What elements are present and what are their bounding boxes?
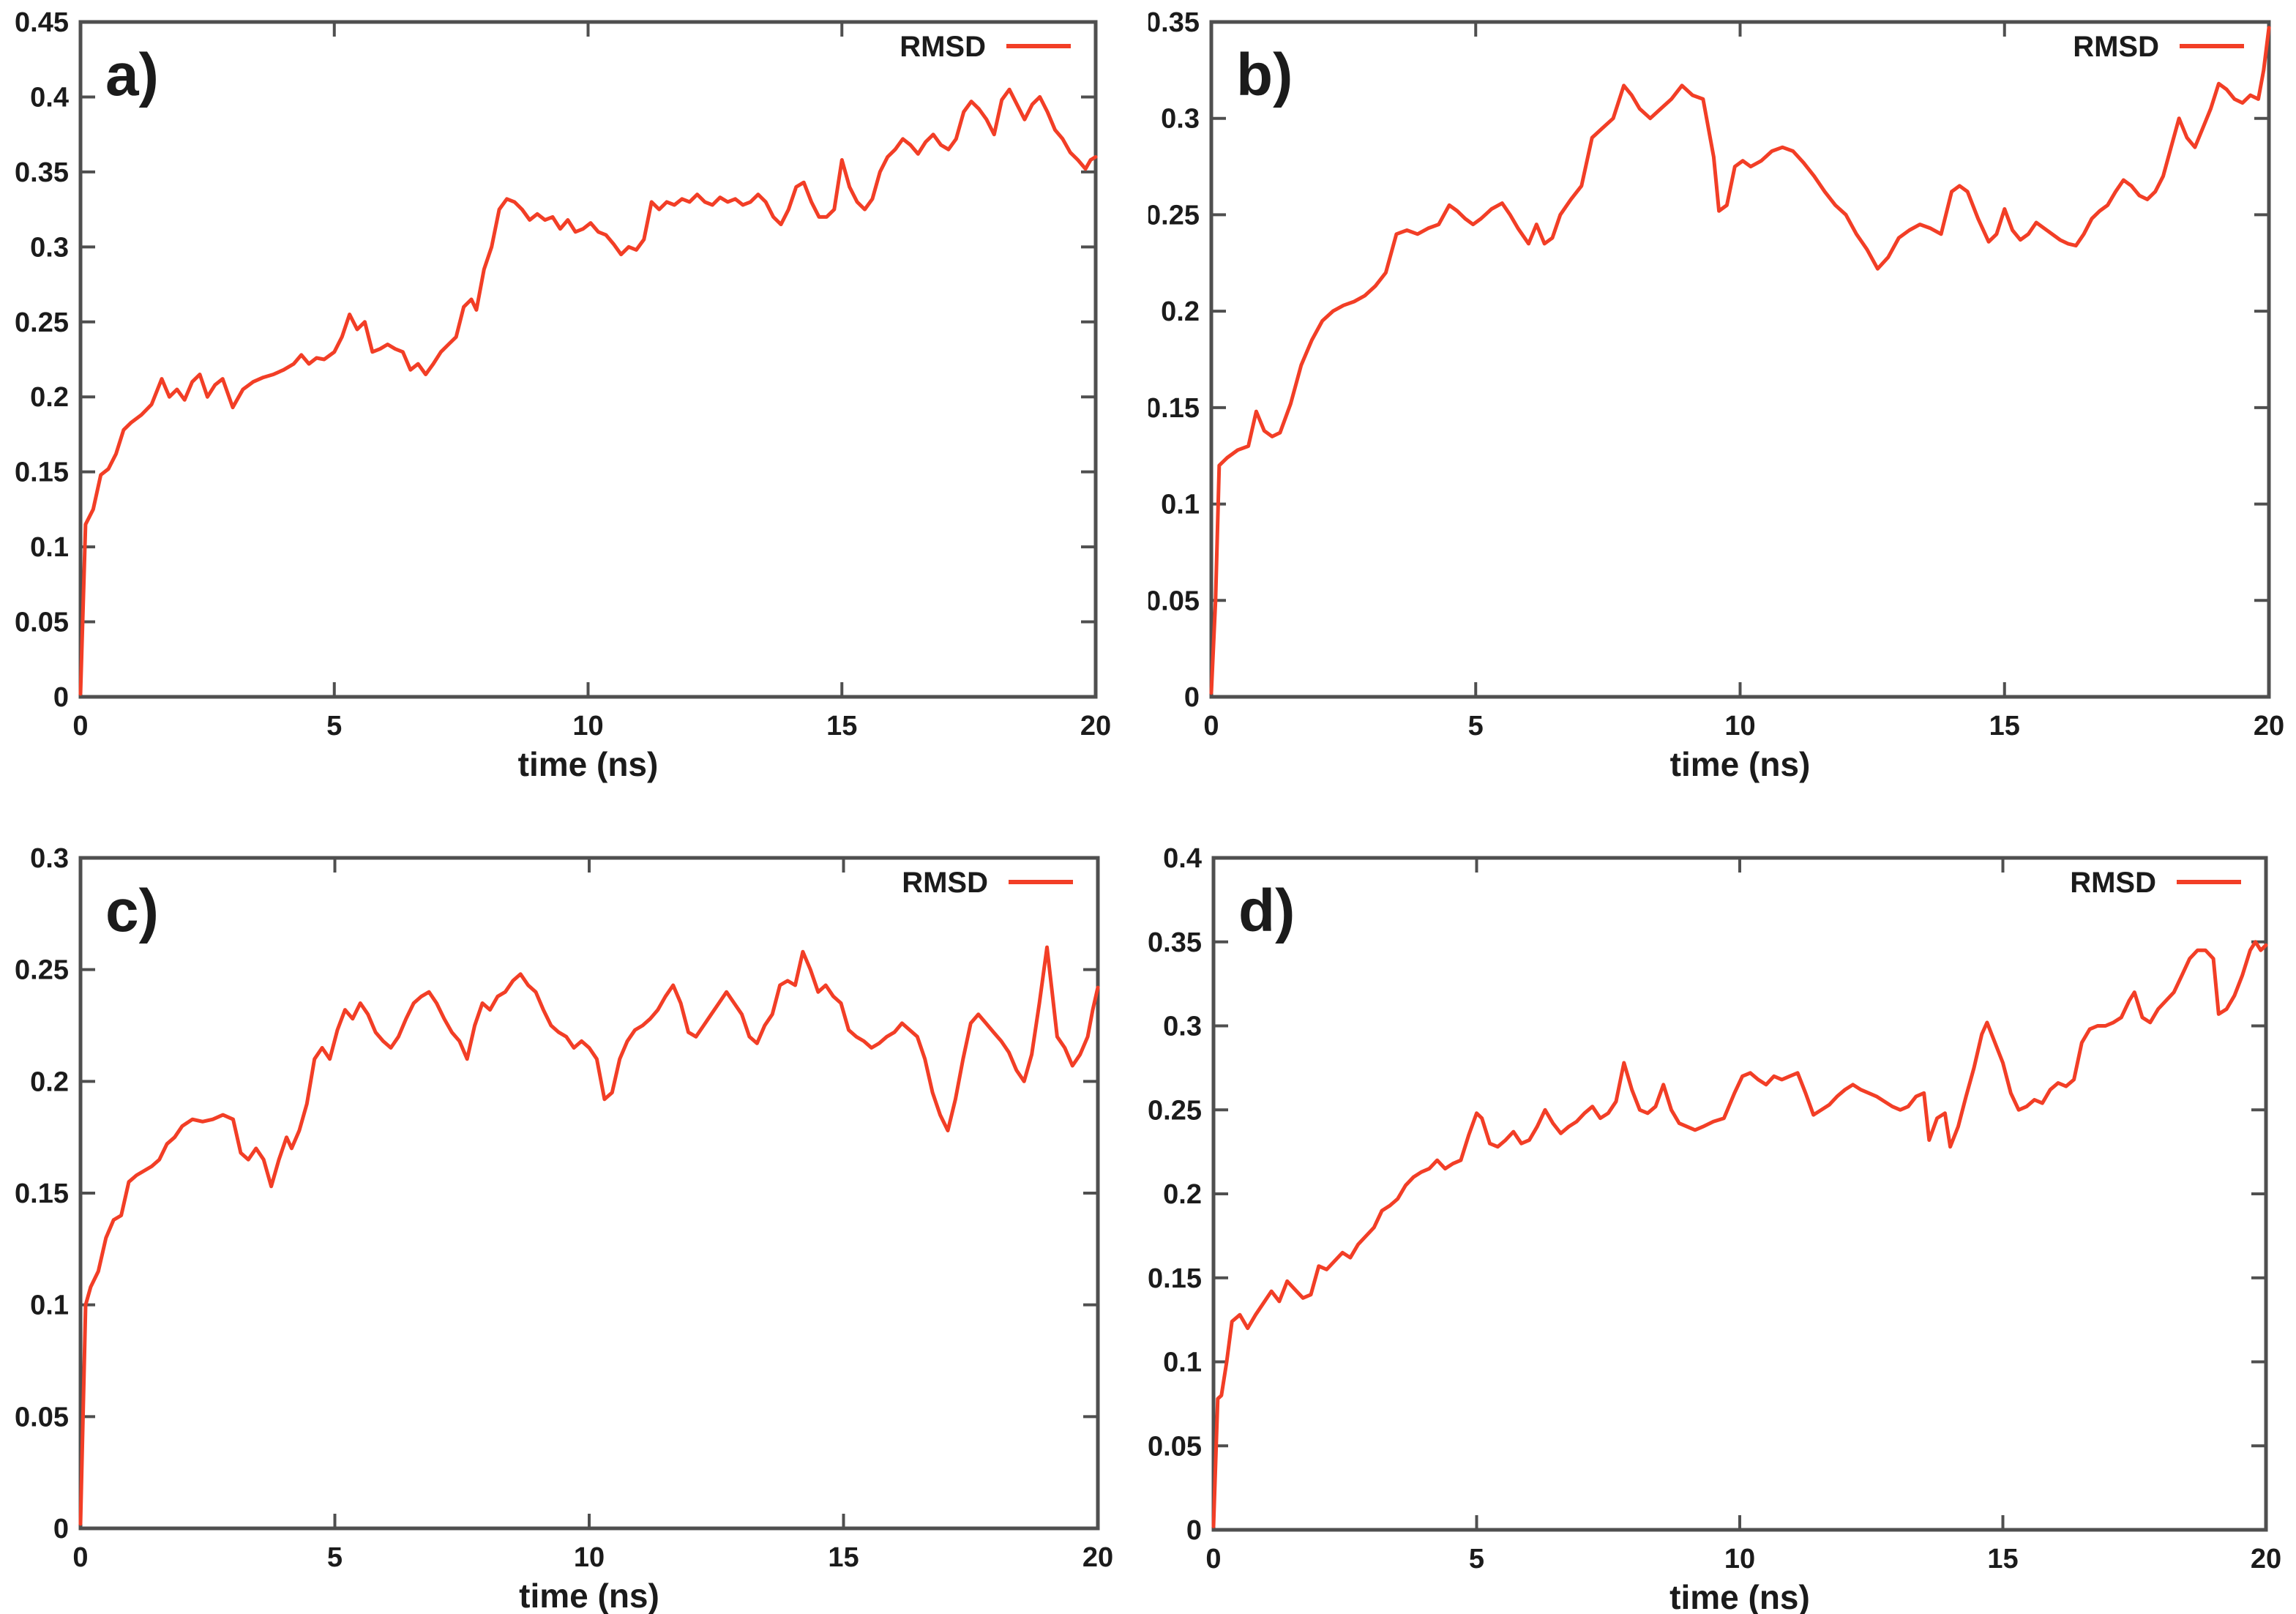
y-tick-label-b: 0.15 [1148, 393, 1200, 424]
y-tick-label-b: 0.05 [1148, 586, 1200, 616]
y-tick-label-b: 0.35 [1148, 7, 1200, 38]
y-tick-label-c: 0.25 [15, 955, 69, 986]
y-tick-label-d: 0.25 [1148, 1095, 1202, 1126]
x-tick-label-c: 5 [327, 1542, 343, 1573]
y-tick-label-d: 0.2 [1163, 1179, 1202, 1210]
y-tick-label-c: 0 [53, 1514, 69, 1544]
plot-frame-b [1209, 20, 2271, 699]
legend-label-b: RMSD [2073, 31, 2159, 63]
x-axis-title-c: time (ns) [519, 1577, 659, 1614]
chart-b: 0 0.05 0.1 0.15 0.2 0.25 0.3 0.35 0 5 10 15 20 time (… [1148, 7, 2284, 783]
y-tick-label-b: 0.25 [1148, 200, 1200, 231]
legend-label-d: RMSD [2070, 867, 2156, 899]
legend-label-c: RMSD [902, 867, 988, 899]
plot-panel-a: 0 0.05 0.1 0.15 0.2 0.25 0.3 0.35 0.4 0.45 0 5 10 15 2… [0, 0, 1148, 807]
y-tick-label-b: 0.3 [1161, 104, 1200, 135]
x-tick-label-d: 15 [1987, 1544, 2018, 1574]
y-tick-label-d: 0.15 [1148, 1263, 1202, 1294]
x-tick-label-b: 5 [1468, 711, 1484, 741]
y-tick-label-c: 0.15 [15, 1178, 69, 1209]
chart-d: 0 0.05 0.1 0.15 0.2 0.25 0.3 0.35 0.4 0 5 10 15 20 tim… [1148, 843, 2281, 1614]
legend-label-a: RMSD [900, 31, 986, 63]
plot-panel-b: 0 0.05 0.1 0.15 0.2 0.25 0.3 0.35 0 5 10 15 20 time (… [1148, 0, 2296, 807]
y-tick-label-d: 0 [1186, 1515, 1202, 1546]
plot-frame-c [78, 856, 1100, 1531]
x-tick-label-b: 15 [1989, 711, 2020, 741]
x-tick-label-a: 5 [326, 711, 342, 741]
x-tick-label-b: 0 [1203, 711, 1219, 741]
x-axis-title-b: time (ns) [1670, 745, 1811, 783]
y-tick-label-a: 0.3 [30, 232, 69, 263]
rmsd-curve-b [1209, 26, 2271, 695]
x-tick-label-c: 10 [574, 1542, 605, 1573]
y-tick-label-a: 0.45 [15, 7, 69, 38]
plot-panel-c: 0 0.05 0.1 0.15 0.2 0.25 0.3 0 5 10 15 20 time (ns) c… [0, 807, 1148, 1614]
panel-letter-b: b) [1236, 42, 1293, 108]
x-tick-label-a: 20 [1080, 711, 1111, 741]
x-axis-title-d: time (ns) [1669, 1578, 1810, 1614]
rmsd-curve-c [78, 945, 1100, 1526]
panel-letter-d: d) [1238, 878, 1295, 944]
y-tick-label-c: 0.2 [30, 1066, 69, 1097]
y-tick-label-a: 0.25 [15, 307, 69, 338]
x-tick-label-a: 10 [572, 711, 603, 741]
plot-panel-d: 0 0.05 0.1 0.15 0.2 0.25 0.3 0.35 0.4 0 5 10 15 20 tim… [1148, 807, 2296, 1614]
y-tick-label-a: 0.15 [15, 457, 69, 488]
chart-a: 0 0.05 0.1 0.15 0.2 0.25 0.3 0.35 0.4 0.45 0 5 10 15 2… [15, 7, 1111, 783]
plot-frame-a [78, 20, 1098, 699]
y-tick-label-d: 0.3 [1163, 1012, 1202, 1042]
y-tick-label-d: 0.4 [1163, 843, 1202, 874]
x-tick-label-c: 0 [72, 1542, 88, 1573]
y-tick-label-a: 0.35 [15, 157, 69, 188]
y-tick-label-a: 0.4 [30, 82, 69, 113]
y-tick-label-a: 0.2 [30, 382, 69, 413]
x-tick-label-a: 15 [826, 711, 857, 741]
x-tick-label-b: 20 [2254, 711, 2284, 741]
x-tick-label-d: 10 [1724, 1544, 1755, 1574]
panel-letter-c: c) [105, 878, 159, 944]
x-tick-label-b: 10 [1724, 711, 1755, 741]
y-tick-label-b: 0.1 [1161, 490, 1200, 520]
panel-letter-a: a) [105, 42, 159, 108]
chart-c: 0 0.05 0.1 0.15 0.2 0.25 0.3 0 5 10 15 20 time (ns) c… [15, 843, 1113, 1614]
y-tick-label-d: 0.1 [1163, 1348, 1202, 1378]
x-tick-label-c: 20 [1082, 1542, 1113, 1573]
y-tick-label-b: 0 [1184, 682, 1200, 713]
y-tick-label-d: 0.35 [1148, 927, 1202, 958]
rmsd-curve-a [78, 87, 1098, 696]
y-tick-label-a: 0 [53, 682, 69, 713]
y-tick-label-d: 0.05 [1148, 1431, 1202, 1462]
x-tick-label-a: 0 [72, 711, 88, 741]
x-tick-label-d: 5 [1469, 1544, 1484, 1574]
x-tick-label-d: 0 [1205, 1544, 1221, 1574]
y-tick-label-c: 0.3 [30, 843, 69, 874]
rmsd-curve-d [1211, 940, 2268, 1528]
x-tick-label-d: 20 [2251, 1544, 2281, 1574]
y-tick-label-b: 0.2 [1161, 296, 1200, 327]
y-tick-label-a: 0.1 [30, 532, 69, 563]
y-tick-label-a: 0.05 [15, 608, 69, 638]
x-axis-title-a: time (ns) [518, 745, 659, 783]
x-tick-label-c: 15 [828, 1542, 859, 1573]
plot-frame-d [1211, 856, 2268, 1532]
y-tick-label-c: 0.05 [15, 1402, 69, 1432]
y-tick-label-c: 0.1 [30, 1290, 69, 1321]
